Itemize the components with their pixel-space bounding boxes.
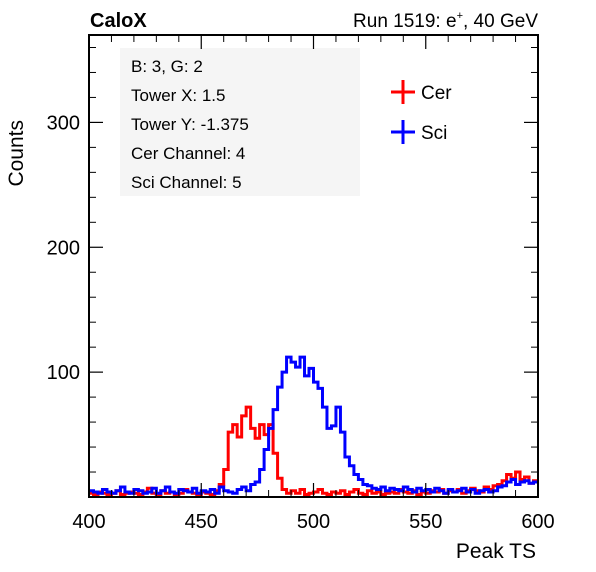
- y-axis-label: Counts: [5, 120, 28, 187]
- x-axis-label: Peak TS: [456, 540, 536, 563]
- info-line: Sci Channel: 5: [131, 173, 242, 192]
- x-tick-label: 600: [521, 511, 554, 533]
- series-line-cer: [89, 405, 538, 496]
- legend: Cer Sci: [391, 80, 452, 144]
- info-box-lines: B: 3, G: 2 Tower X: 1.5 Tower Y: -1.375 Cer…: [131, 57, 249, 192]
- experiment-label: CaloX: [90, 10, 147, 32]
- y-tick-label: 100: [47, 362, 80, 384]
- legend-label-cer: Cer: [421, 83, 452, 104]
- y-tick-label: 300: [47, 112, 80, 134]
- info-line: Tower X: 1.5: [131, 86, 226, 105]
- axes-layer: 400 450 500 550 600 100 200 300: [47, 35, 555, 533]
- y-tick-label: 200: [47, 237, 80, 259]
- info-line: B: 3, G: 2: [131, 57, 203, 76]
- info-box: [120, 48, 360, 196]
- legend-label-sci: Sci: [421, 123, 447, 144]
- x-tick-label: 450: [185, 511, 218, 533]
- info-line: Cer Channel: 4: [131, 144, 245, 163]
- series-line-sci: [89, 355, 538, 495]
- x-tick-label: 550: [409, 511, 442, 533]
- x-tick-label: 400: [72, 511, 105, 533]
- x-tick-label: 500: [297, 511, 330, 533]
- series-layer: [89, 355, 538, 496]
- run-label: Run 1519: e+, 40 GeV: [353, 10, 538, 32]
- info-line: Tower Y: -1.375: [131, 115, 249, 134]
